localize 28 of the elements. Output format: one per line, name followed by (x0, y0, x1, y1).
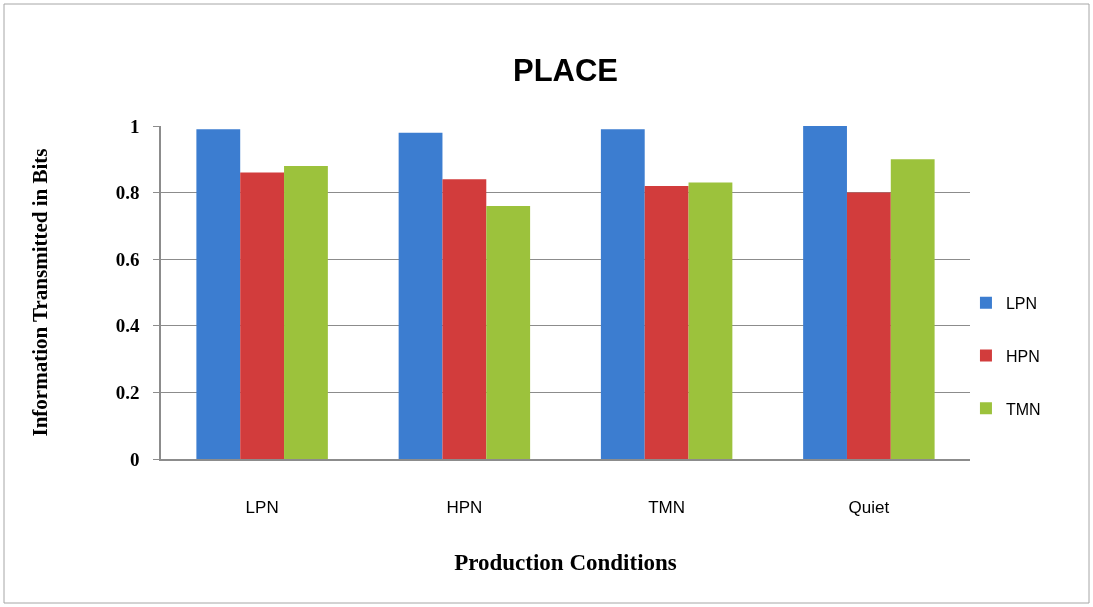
y-tick-label: 1 (129, 115, 140, 137)
bar (486, 205, 531, 459)
x-tick-label: LPN (245, 498, 279, 518)
bar (846, 192, 891, 459)
bar (688, 182, 733, 459)
bar (442, 179, 487, 459)
bar (398, 132, 443, 459)
legend-label: HPN (1005, 347, 1040, 365)
bar (644, 185, 689, 459)
y-tick-label: 0.8 (115, 182, 140, 204)
x-tick-label: HPN (446, 498, 483, 518)
chart-title: PLACE (512, 52, 619, 88)
bar (890, 159, 935, 459)
x-tick-label: TMN (648, 498, 686, 518)
x-tick-label: Quiet (848, 498, 890, 518)
x-axis-title: Production Conditions (454, 550, 677, 576)
legend-label: LPN (1005, 294, 1038, 312)
bar (600, 129, 645, 459)
bar (284, 165, 328, 459)
bar (196, 129, 241, 459)
bar (240, 172, 285, 459)
y-tick-label: 0 (129, 448, 140, 470)
y-axis-title: Information Transmitted in Bits (28, 148, 53, 437)
legend-label: TMN (1005, 400, 1041, 418)
y-tick-label: 0.6 (115, 248, 140, 270)
y-tick-label: 0.2 (115, 382, 140, 404)
y-tick-label: 0.4 (115, 315, 140, 337)
bar (803, 126, 847, 459)
